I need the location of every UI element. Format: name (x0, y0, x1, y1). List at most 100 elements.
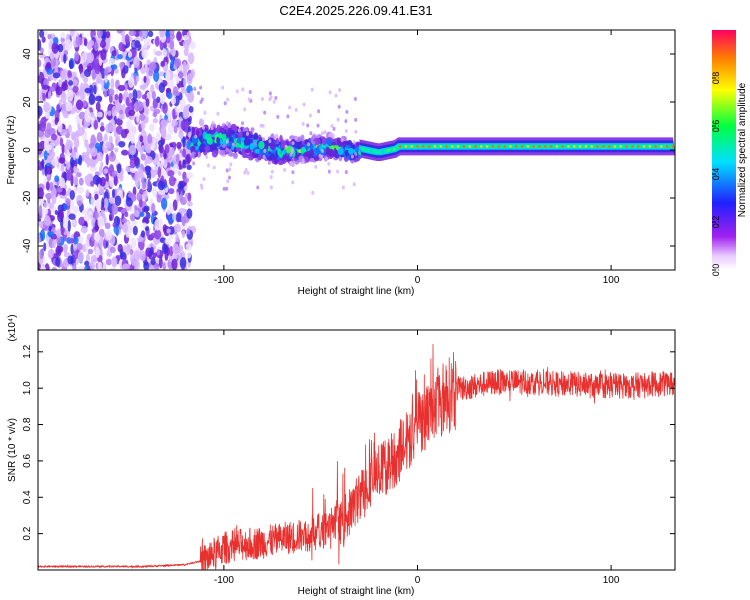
spectrogram-cell (303, 152, 310, 157)
spectrogram-cell (196, 129, 200, 137)
spectrogram-cell (54, 175, 60, 183)
spectrogram-cell (147, 178, 151, 191)
spectrogram-cell (277, 160, 284, 166)
spectrogram-cell (93, 84, 97, 95)
spectrogram-cell (212, 165, 216, 170)
spectrogram-cell (93, 233, 101, 242)
spectrogram-cell (52, 72, 61, 79)
snr-x-label: Height of straight line (km) (298, 586, 415, 597)
spectrogram-cell (187, 52, 195, 65)
spectrogram-peak (578, 145, 582, 148)
spectrogram-cell (178, 130, 184, 139)
spectrogram-peak (526, 145, 530, 148)
spectrogram-peak (474, 145, 477, 148)
spectrogram-cell (311, 190, 315, 195)
spectrogram-cell (140, 153, 146, 161)
spectrogram-cell (136, 236, 144, 243)
spectrogram-cell (191, 126, 196, 135)
spectrogram-cell (80, 82, 84, 94)
spectrogram-cell (143, 205, 150, 212)
spectrogram-cell (67, 80, 74, 86)
spectrogram-cell (58, 79, 63, 86)
spectrogram-cell (230, 129, 236, 135)
spectrogram-cell (43, 102, 50, 113)
spectrogram-cell (152, 187, 158, 198)
spectrogram-cell (73, 243, 78, 251)
spectrogram-cell (43, 242, 47, 252)
spectrogram-cell (268, 139, 272, 144)
spectrogram-peak (636, 145, 640, 148)
spectrogram-cell (108, 57, 116, 66)
spectrogram-cell (263, 110, 267, 115)
spectrogram-cell (49, 51, 55, 60)
spectrogram-cell (90, 196, 95, 208)
spectrogram-cell (81, 151, 87, 162)
spectrogram-cell (70, 243, 74, 256)
x-tick-label: 0 (415, 575, 421, 586)
spectrogram-cell (125, 96, 130, 107)
spectrogram-cell (166, 91, 173, 100)
spectrogram-cell (77, 200, 82, 207)
spectrogram-cell (70, 131, 76, 141)
spectrogram-cell (57, 121, 63, 133)
spectrogram-cell (41, 36, 46, 43)
spectrogram-peak (369, 149, 373, 153)
spectrogram-cell (160, 60, 166, 67)
spectrogram-cell (151, 91, 156, 100)
spectrogram-cell (309, 131, 313, 136)
x-tick-label: 0 (415, 275, 421, 286)
spectrogram-cell (290, 147, 294, 152)
spectrogram-cell (289, 160, 293, 166)
spectrogram-cell (248, 155, 254, 161)
spectrogram-cell (169, 245, 174, 257)
spectrogram-peak (387, 149, 390, 152)
spectrogram-cell (160, 156, 165, 168)
spectrogram-cell (175, 77, 180, 84)
spectrogram-cell (176, 141, 182, 149)
spectrogram-cell (352, 140, 356, 145)
spectrogram-cell (66, 162, 70, 170)
spectrogram-cell (90, 147, 98, 157)
spectrogram-cell (146, 38, 152, 46)
spectrogram-cell (142, 180, 147, 190)
spectrogram-cell (94, 193, 99, 201)
spectrogram-cell (76, 172, 82, 178)
spectrogram-cell (186, 172, 194, 179)
spectrogram-peak (509, 145, 512, 148)
spectrogram-cell (291, 141, 295, 146)
spectrogram-cell (141, 144, 145, 153)
spectrogram-cell (83, 38, 88, 47)
spectrogram-cell (317, 109, 321, 114)
spectrogram-cell (38, 105, 43, 117)
spectrogram-cell (125, 196, 134, 207)
spectrogram-cell (141, 49, 148, 59)
spectrogram-peak (660, 145, 663, 148)
y-tick-label: 1.2 (22, 344, 33, 358)
spectrogram-cell (353, 97, 357, 102)
spectrogram-cell (154, 229, 162, 240)
spectrogram-cell (139, 113, 146, 122)
spectrogram-cell (43, 78, 50, 87)
spectrogram-cell (55, 228, 62, 238)
spectrogram-cell (54, 117, 59, 125)
spectrogram-peak (561, 145, 565, 148)
spectrogram-peak (671, 145, 675, 148)
spectrogram-cell (159, 71, 165, 77)
spectrogram-cell (160, 168, 166, 176)
spectrogram-cell (243, 170, 247, 175)
spectrogram-cell (108, 196, 115, 204)
spectrogram-cell (39, 47, 44, 54)
spectrogram-cell (165, 36, 171, 44)
spectrogram-cell (75, 36, 83, 46)
spectrogram-cell (164, 158, 168, 166)
spectrogram-cell (78, 63, 84, 74)
spectrogram-cell (51, 267, 58, 270)
spectrogram-peak (427, 145, 431, 148)
spectrogram-cell (78, 216, 86, 226)
spectrogram-cell (109, 176, 115, 188)
spectrogram-cell (262, 154, 266, 159)
spectrogram-cell (72, 78, 78, 89)
spectrogram-cell (157, 166, 162, 178)
spectrogram-cell (165, 70, 171, 82)
spectrogram-cell (241, 87, 245, 92)
